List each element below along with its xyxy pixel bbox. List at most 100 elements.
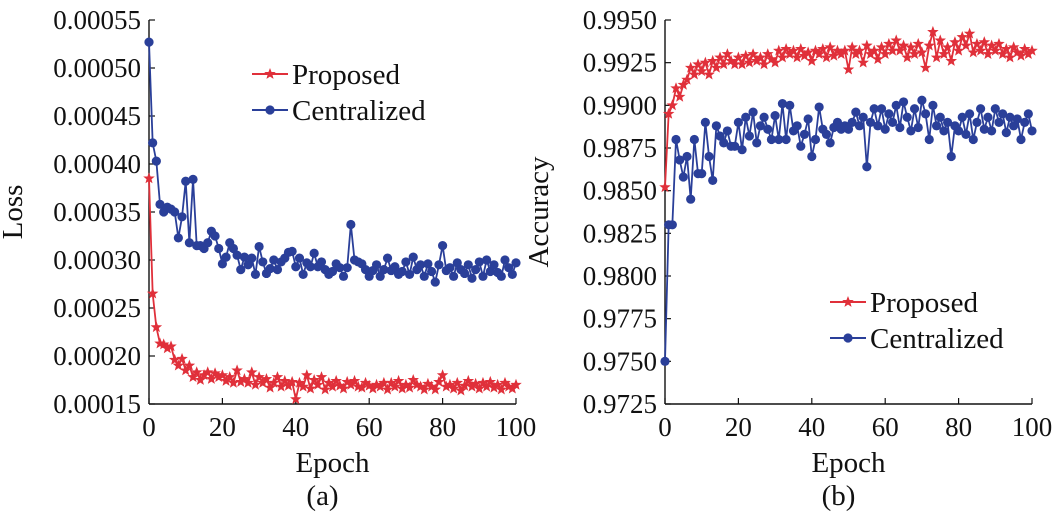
data-point	[495, 383, 508, 395]
data-point	[342, 263, 352, 273]
data-point	[803, 114, 813, 124]
data-point	[744, 131, 755, 141]
x-axis-title: Epoch	[295, 447, 370, 479]
data-point	[510, 378, 522, 390]
data-point	[752, 138, 762, 148]
data-point	[170, 207, 180, 217]
data-point	[187, 371, 199, 383]
legend-marker	[264, 67, 276, 79]
data-point	[792, 121, 802, 131]
data-point	[917, 95, 927, 105]
data-point	[258, 257, 268, 267]
data-point	[684, 61, 697, 73]
data-point	[872, 53, 884, 65]
data-point	[880, 124, 890, 134]
data-point	[1026, 44, 1038, 56]
legend-label: Centralized	[870, 323, 1004, 355]
data-point	[269, 255, 279, 265]
data-point	[695, 65, 708, 77]
data-point	[985, 39, 998, 51]
data-point	[758, 58, 770, 70]
data-point	[704, 151, 714, 162]
data-point	[176, 352, 188, 364]
data-point	[430, 277, 440, 287]
data-point	[843, 124, 854, 134]
data-point	[1007, 41, 1020, 53]
data-point	[1023, 109, 1033, 119]
data-point	[246, 366, 258, 378]
data-point	[482, 255, 492, 265]
data-point	[659, 181, 671, 193]
data-point	[144, 37, 154, 47]
data-point	[766, 134, 777, 145]
data-point	[480, 380, 493, 392]
data-point	[408, 252, 418, 262]
data-point	[913, 122, 923, 133]
data-point	[895, 122, 905, 133]
data-point	[743, 56, 756, 68]
data-point	[902, 112, 912, 122]
data-point	[304, 382, 317, 394]
data-point	[759, 112, 769, 122]
data-point	[1015, 49, 1027, 61]
data-point	[348, 374, 361, 386]
data-point	[976, 104, 986, 114]
data-point	[846, 41, 858, 53]
data-point	[887, 117, 898, 127]
data-point	[862, 162, 872, 172]
data-point	[733, 117, 744, 127]
data-point	[146, 287, 159, 299]
data-point	[927, 25, 939, 37]
data-point	[748, 107, 758, 117]
y-tick-label: 0.00020	[53, 341, 141, 371]
data-point	[814, 102, 824, 112]
data-point	[931, 121, 942, 131]
data-point	[861, 39, 873, 51]
series-proposed	[143, 172, 522, 405]
data-point	[455, 384, 467, 396]
legend: Proposed Centralized	[830, 287, 1004, 355]
data-point	[802, 46, 814, 58]
data-point	[279, 374, 291, 386]
data-point	[994, 117, 1004, 127]
y-tick-label: 0.9875	[583, 133, 657, 163]
data-point	[298, 269, 308, 279]
data-point	[1016, 134, 1026, 145]
data-point	[489, 260, 499, 270]
y-tick-label: 0.9750	[583, 346, 657, 376]
data-point	[807, 151, 817, 162]
data-point	[447, 382, 460, 394]
data-point	[1018, 42, 1031, 54]
data-point	[272, 265, 283, 275]
data-point	[820, 51, 833, 63]
data-point	[155, 199, 165, 209]
data-point	[777, 99, 788, 109]
data-point	[397, 266, 407, 277]
data-point	[963, 27, 976, 39]
y-axis-title: Loss	[0, 185, 29, 240]
data-point	[715, 131, 725, 141]
data-point	[839, 44, 851, 56]
data-point	[972, 117, 982, 127]
x-tick-label: 100	[496, 412, 537, 442]
x-tick-label: 0	[658, 412, 672, 442]
data-point	[719, 138, 729, 148]
data-point	[286, 375, 298, 387]
x-tick-label: 60	[356, 412, 383, 442]
data-point	[188, 174, 198, 184]
data-point	[996, 48, 1009, 60]
data-point	[692, 58, 704, 70]
data-point	[686, 194, 696, 204]
legend-marker	[265, 105, 275, 115]
y-tick-label: 0.00055	[53, 5, 141, 35]
data-point	[673, 90, 686, 102]
data-point	[471, 265, 481, 275]
data-point	[876, 104, 887, 114]
data-point	[721, 48, 734, 60]
data-point	[194, 373, 207, 385]
y-tick-label: 0.9900	[583, 90, 657, 120]
data-point	[337, 382, 350, 394]
data-point	[828, 49, 840, 61]
data-point	[990, 104, 1000, 114]
